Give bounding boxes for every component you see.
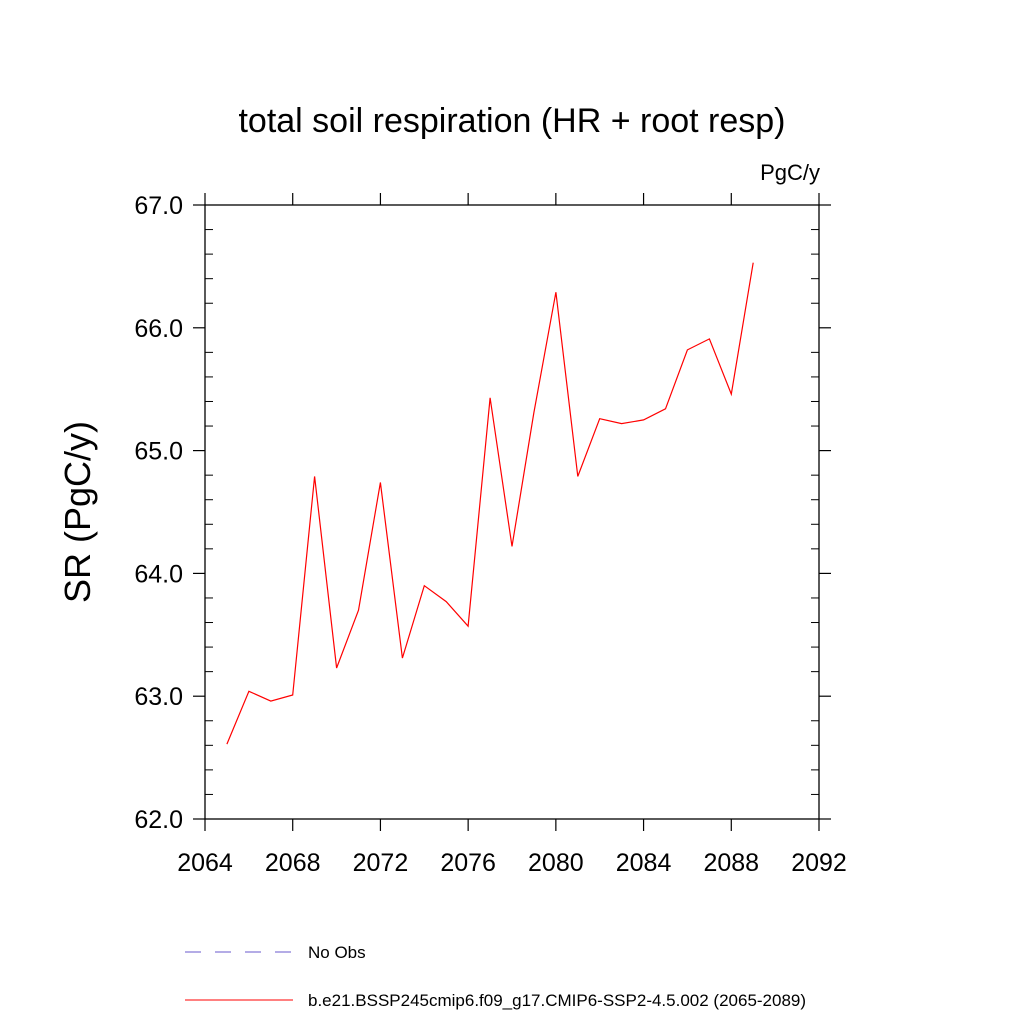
x-tick-label: 2080 — [528, 849, 584, 877]
axis-ticks: 2064 2068 2072 2076 2080 2084 2088 2092 62.0 63.0… — [134, 192, 846, 877]
legend: No Obs b.e21.BSSP245cmip6.f09_g17.CMIP6-S… — [185, 943, 806, 1010]
y-tick-label: 62.0 — [134, 806, 183, 834]
x-tick-label: 2084 — [616, 849, 672, 877]
y-tick-label: 63.0 — [134, 683, 183, 711]
series-line-0 — [226, 262, 754, 745]
x-tick-label: 2076 — [440, 849, 496, 877]
units-label: PgC/y — [760, 160, 820, 185]
legend-label-0: No Obs — [308, 943, 366, 962]
x-tick-label: 2068 — [265, 849, 321, 877]
legend-label-1: b.e21.BSSP245cmip6.f09_g17.CMIP6-SSP2-4.… — [308, 991, 806, 1010]
x-tick-label: 2064 — [177, 849, 233, 877]
x-tick-label: 2088 — [703, 849, 759, 877]
y-tick-label: 66.0 — [134, 315, 183, 343]
y-tick-label: 65.0 — [134, 438, 183, 466]
series-layer — [226, 262, 754, 745]
y-tick-label: 67.0 — [134, 192, 183, 220]
x-tick-label: 2092 — [791, 849, 847, 877]
chart-title: total soil respiration (HR + root resp) — [238, 102, 785, 140]
y-tick-label: 64.0 — [134, 560, 183, 588]
plot-frame — [204, 204, 820, 820]
x-tick-label: 2072 — [353, 849, 409, 877]
y-axis-label: SR (PgC/y) — [57, 421, 98, 603]
